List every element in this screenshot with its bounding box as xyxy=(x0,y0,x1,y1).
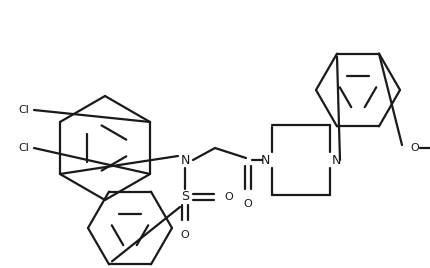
Text: N: N xyxy=(260,154,269,166)
Text: S: S xyxy=(181,191,189,203)
Text: Cl: Cl xyxy=(18,143,29,153)
Text: N: N xyxy=(180,154,189,166)
Text: O: O xyxy=(224,192,232,202)
Text: N: N xyxy=(331,154,341,166)
Text: Cl: Cl xyxy=(18,105,29,115)
Text: O: O xyxy=(180,230,189,240)
Text: O: O xyxy=(409,143,418,153)
Text: O: O xyxy=(243,199,252,209)
